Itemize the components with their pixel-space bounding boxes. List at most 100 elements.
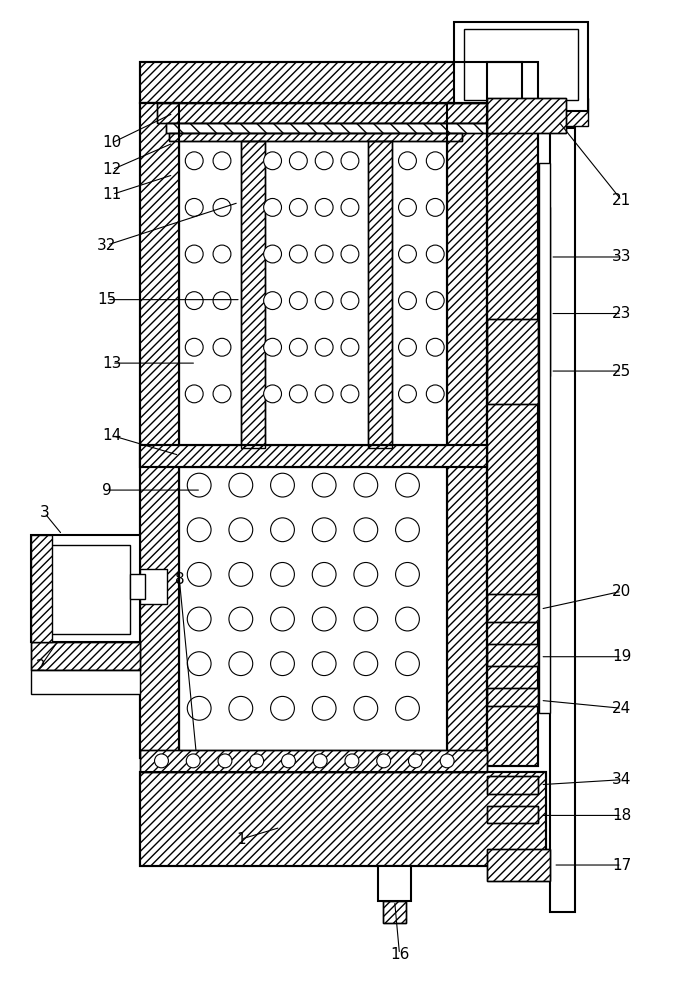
Bar: [383, 901, 407, 923]
Circle shape: [213, 198, 231, 216]
Bar: [140, 62, 521, 103]
Bar: [487, 319, 539, 404]
Circle shape: [316, 338, 333, 356]
Bar: [241, 141, 265, 448]
Bar: [140, 62, 521, 103]
Bar: [167, 123, 504, 133]
Bar: [179, 141, 447, 445]
Bar: [31, 535, 140, 642]
Bar: [156, 103, 508, 123]
Bar: [169, 133, 462, 141]
Bar: [487, 98, 566, 133]
Bar: [140, 772, 546, 866]
Bar: [487, 62, 539, 766]
Circle shape: [213, 385, 231, 403]
Circle shape: [185, 338, 203, 356]
Bar: [169, 133, 462, 141]
Bar: [487, 62, 539, 766]
Circle shape: [289, 338, 307, 356]
Circle shape: [312, 473, 336, 497]
Circle shape: [426, 385, 444, 403]
Circle shape: [354, 652, 378, 676]
Circle shape: [229, 562, 252, 586]
Bar: [241, 141, 265, 448]
Circle shape: [426, 338, 444, 356]
Text: 13: 13: [102, 356, 121, 371]
Text: 9: 9: [102, 483, 112, 498]
Bar: [539, 207, 550, 376]
Circle shape: [316, 292, 333, 310]
Bar: [179, 467, 447, 753]
Circle shape: [354, 607, 378, 631]
Bar: [454, 98, 588, 126]
Circle shape: [426, 152, 444, 170]
Circle shape: [341, 152, 359, 170]
Circle shape: [187, 562, 211, 586]
Circle shape: [229, 652, 252, 676]
Circle shape: [187, 754, 200, 768]
Bar: [167, 123, 504, 133]
Bar: [179, 141, 447, 445]
Bar: [487, 644, 539, 666]
Circle shape: [354, 696, 378, 720]
Bar: [487, 776, 539, 794]
Bar: [487, 849, 550, 881]
Bar: [487, 688, 539, 706]
Bar: [140, 750, 487, 772]
Circle shape: [270, 652, 294, 676]
Circle shape: [396, 562, 419, 586]
Text: 1: 1: [236, 832, 246, 847]
Bar: [31, 535, 52, 642]
Circle shape: [396, 696, 419, 720]
Bar: [487, 688, 539, 706]
Text: 34: 34: [612, 772, 631, 787]
Bar: [31, 535, 52, 642]
Bar: [454, 98, 588, 126]
Circle shape: [213, 152, 231, 170]
Circle shape: [229, 518, 252, 542]
Circle shape: [289, 198, 307, 216]
Text: 8: 8: [174, 572, 184, 587]
Text: 20: 20: [612, 584, 631, 599]
Circle shape: [354, 473, 378, 497]
Bar: [40, 545, 130, 634]
Bar: [140, 772, 546, 866]
Circle shape: [289, 245, 307, 263]
Text: 10: 10: [102, 135, 121, 150]
Bar: [487, 776, 539, 794]
Circle shape: [312, 562, 336, 586]
Bar: [487, 776, 539, 794]
Circle shape: [426, 292, 444, 310]
Circle shape: [185, 245, 203, 263]
Bar: [156, 103, 508, 123]
Bar: [130, 574, 145, 599]
Circle shape: [263, 292, 281, 310]
Bar: [31, 642, 140, 670]
Circle shape: [213, 292, 231, 310]
Circle shape: [399, 152, 416, 170]
Bar: [368, 141, 392, 448]
Text: 25: 25: [612, 364, 631, 379]
Bar: [368, 141, 392, 448]
Bar: [31, 642, 140, 670]
Bar: [140, 750, 487, 772]
Circle shape: [440, 754, 454, 768]
Text: 15: 15: [97, 292, 117, 307]
Bar: [487, 688, 539, 706]
Circle shape: [187, 473, 211, 497]
Circle shape: [250, 754, 263, 768]
Circle shape: [312, 518, 336, 542]
Circle shape: [399, 385, 416, 403]
Circle shape: [229, 696, 252, 720]
Text: 21: 21: [612, 193, 631, 208]
Text: 3: 3: [40, 505, 49, 520]
Text: 16: 16: [390, 947, 410, 962]
Circle shape: [341, 338, 359, 356]
Bar: [378, 866, 412, 901]
Bar: [179, 467, 447, 750]
Circle shape: [263, 152, 281, 170]
Circle shape: [399, 245, 416, 263]
Bar: [140, 62, 521, 103]
Circle shape: [377, 754, 390, 768]
Bar: [487, 644, 539, 666]
